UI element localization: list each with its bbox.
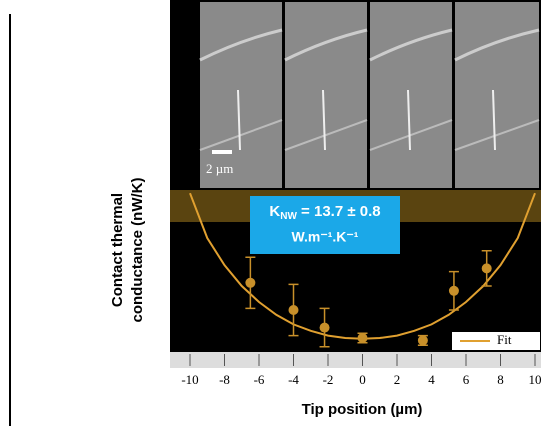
x-tick-label: 0 <box>359 372 366 387</box>
y-label-line: conductance (nW/K) <box>129 177 146 322</box>
data-point <box>358 333 368 343</box>
data-point <box>418 335 428 345</box>
x-tick-label: 4 <box>428 372 435 387</box>
figure: 2 µm KNW = 13.7 ± 0.8 W.m⁻¹.K⁻¹ Contact … <box>0 0 541 426</box>
data-point <box>482 263 492 273</box>
data-point <box>449 286 459 296</box>
annotation-units: W.m⁻¹.K⁻¹ <box>292 229 359 245</box>
sem-panel <box>455 2 539 188</box>
annotation-subscript: NW <box>280 211 297 222</box>
axis-strip <box>170 352 541 368</box>
annotation-symbol: K <box>269 203 280 220</box>
x-tick-label: 10 <box>529 372 541 387</box>
annotation-value: = 13.7 ± 0.8 <box>297 203 381 220</box>
scale-bar-label: 2 µm <box>206 161 233 176</box>
legend-label: Fit <box>497 332 512 347</box>
x-tick-label: -10 <box>181 372 198 387</box>
data-point <box>289 305 299 315</box>
scale-bar <box>212 150 232 154</box>
x-tick-label: -4 <box>288 372 299 387</box>
sem-panel <box>370 2 452 188</box>
sem-panel <box>285 2 367 188</box>
x-tick-label: 2 <box>394 372 401 387</box>
x-tick-label: 6 <box>463 372 470 387</box>
x-tick-label: 8 <box>497 372 504 387</box>
x-tick-label: -2 <box>323 372 334 387</box>
data-point <box>320 323 330 333</box>
y-label-line: Contact thermal <box>109 193 126 307</box>
x-axis-label: Tip position (µm) <box>302 401 423 418</box>
data-point <box>245 278 255 288</box>
x-tick-label: -6 <box>254 372 265 387</box>
x-tick-label: -8 <box>219 372 230 387</box>
